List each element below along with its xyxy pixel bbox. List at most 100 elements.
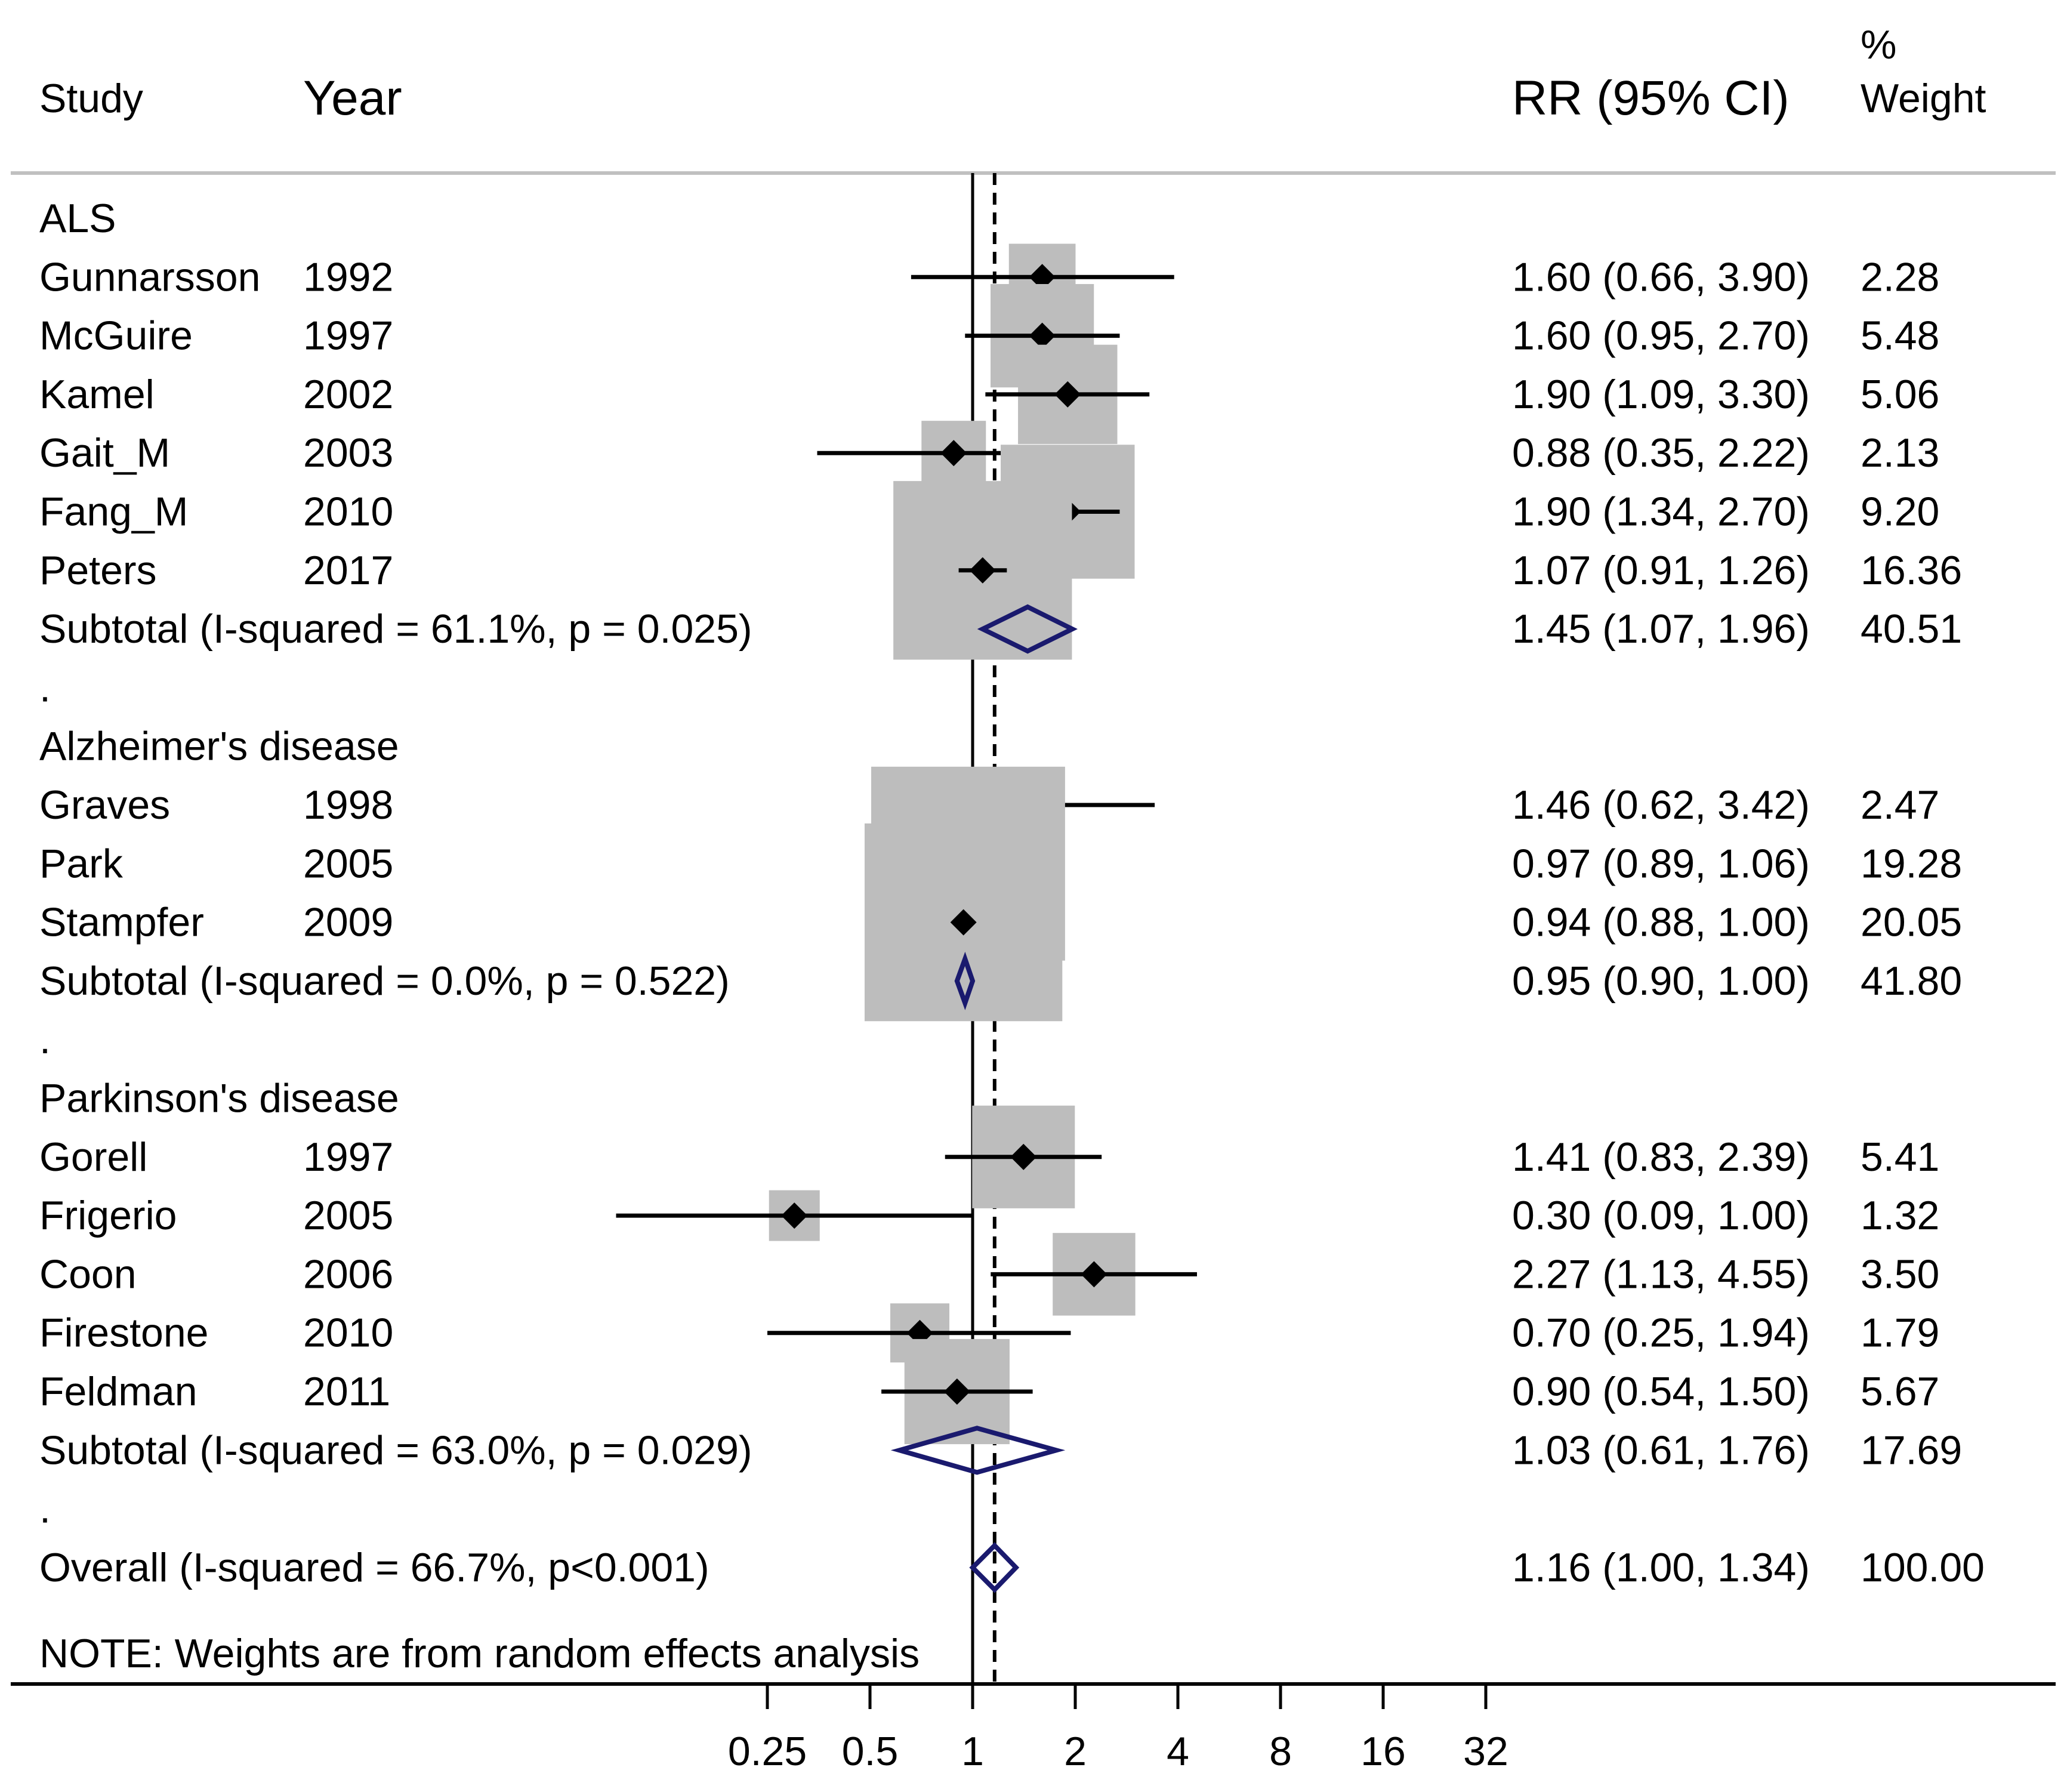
x-tick-label: 0.25 [728,1729,807,1774]
study-weight: 16.36 [1861,548,1962,593]
study-name: Kamel [39,372,155,417]
subtotal-weight: 17.69 [1861,1427,1962,1473]
study-rr-ci: 1.41 (0.83, 2.39) [1512,1134,1810,1180]
study-name: Coon [39,1251,137,1297]
study-rr-ci: 1.07 (0.91, 1.26) [1512,548,1810,593]
subtotal-diamond [890,1426,1066,1475]
row-group: Alzheimer's disease [39,724,399,769]
study-year: 2003 [303,430,393,476]
point-estimate-marker [950,909,977,936]
spacer-dot: . [39,1486,51,1532]
x-tick-label: 4 [1167,1729,1189,1774]
row-subtotal: Subtotal (I-squared = 63.0%, p = 0.029) 1… [39,1426,1962,1475]
study-weight: 1.32 [1861,1193,1939,1238]
overall-rr-ci: 1.16 (1.00, 1.34) [1512,1545,1810,1590]
study-rr-ci: 0.90 (0.54, 1.50) [1512,1369,1810,1414]
study-year: 1997 [303,1134,393,1180]
row-study: Gunnarsson 1992 1.60 (0.66, 3.90) 2.28 [39,243,1939,311]
subtotal-weight: 40.51 [1861,606,1962,652]
row-study: Feldman 2011 0.90 (0.54, 1.50) 5.67 [39,1338,1939,1445]
spacer-dot: . [39,665,51,710]
row-group: ALS [39,196,116,241]
row-study: Kamel 2002 1.90 (1.09, 3.30) 5.06 [39,344,1939,445]
study-name: Park [39,841,124,886]
study-year: 1992 [303,254,393,300]
x-tick-label: 2 [1064,1729,1087,1774]
footnote: NOTE: Weights are from random effects an… [39,1631,920,1676]
x-tick-label: 32 [1463,1729,1508,1774]
study-weight: 5.06 [1861,372,1939,417]
header-year: Year [303,71,402,125]
subtotal-weight: 41.80 [1861,958,1962,1004]
study-rr-ci: 0.30 (0.09, 1.00) [1512,1193,1810,1238]
subtotal-rr-ci: 0.95 (0.90, 1.00) [1512,958,1810,1004]
study-rr-ci: 1.90 (1.34, 2.70) [1512,489,1810,535]
study-weight: 2.28 [1861,254,1939,300]
study-weight: 3.50 [1861,1251,1939,1297]
row-group: Parkinson's disease [39,1076,399,1121]
study-weight: 5.41 [1861,1134,1939,1180]
point-estimate-marker [940,440,967,467]
row-subtotal: Subtotal (I-squared = 0.0%, p = 0.522) 0.… [39,951,1962,1010]
x-axis: 0.25 0.5 1 2 4 8 16 32 [11,1682,2056,1774]
group-label: ALS [39,196,116,241]
study-name: Gunnarsson [39,254,260,300]
study-name: Gorell [39,1134,147,1180]
point-estimate-marker [1029,322,1056,349]
subtotal-diamond [954,951,976,1010]
study-year: 1997 [303,313,393,359]
forest-rows: ALS Gunnarsson 1992 1.60 (0.66, 3.90) 2.28 Mc… [39,196,1985,1593]
point-estimate-marker [1029,264,1056,291]
study-name: Feldman [39,1369,198,1414]
study-name: Graves [39,782,170,828]
row-study: Stampfer 2009 0.94 (0.88, 1.00) 20.05 [39,823,1962,1022]
header-rr: RR (95% CI) [1512,71,1790,125]
header-weight: Weight [1861,76,1986,121]
study-weight: 20.05 [1861,900,1962,945]
study-rr-ci: 1.60 (0.66, 3.90) [1512,254,1810,300]
study-year: 2009 [303,900,393,945]
study-rr-ci: 1.46 (0.62, 3.42) [1512,782,1810,828]
study-rr-ci: 0.88 (0.35, 2.22) [1512,430,1810,476]
row-overall: Overall (I-squared = 66.7%, p<0.001) 1.16… [39,1542,1985,1593]
point-estimate-marker [969,557,996,584]
study-year: 2006 [303,1251,393,1297]
study-weight: 1.79 [1861,1310,1939,1356]
overall-weight: 100.00 [1861,1545,1985,1590]
row-spacer: . [39,1486,51,1532]
study-weight: 5.67 [1861,1369,1939,1414]
subtotal-rr-ci: 1.45 (1.07, 1.96) [1512,606,1810,652]
row-study: Firestone 2010 0.70 (0.25, 1.94) 1.79 [39,1303,1939,1363]
row-study: Gait_M 2003 0.88 (0.35, 2.22) 2.13 [39,421,1939,486]
study-year: 2002 [303,372,393,417]
study-weight: 5.48 [1861,313,1939,359]
row-spacer: . [39,665,51,710]
overall-diamond [969,1542,1020,1593]
spacer-dot: . [39,1017,51,1062]
point-estimate-marker [1054,381,1081,408]
study-name: Fang_M [39,489,188,535]
header-study: Study [39,76,143,121]
study-weight: 19.28 [1861,841,1962,886]
row-study: Frigerio 2005 0.30 (0.09, 1.00) 1.32 [39,1190,1939,1241]
study-year: 2005 [303,1193,393,1238]
study-name: Firestone [39,1310,208,1356]
subtotal-diamond [977,604,1078,654]
overall-label: Overall (I-squared = 66.7%, p<0.001) [39,1545,709,1590]
row-spacer: . [39,1017,51,1062]
study-year: 2005 [303,841,393,886]
x-tick-label: 0.5 [842,1729,899,1774]
study-year: 2017 [303,548,393,593]
row-subtotal: Subtotal (I-squared = 61.1%, p = 0.025) 1… [39,604,1962,654]
point-estimate-marker [1081,1261,1107,1288]
subtotal-rr-ci: 1.03 (0.61, 1.76) [1512,1427,1810,1473]
subtotal-label: Subtotal (I-squared = 61.1%, p = 0.025) [39,606,752,652]
point-estimate-marker [943,1378,970,1405]
subtotal-label: Subtotal (I-squared = 63.0%, p = 0.029) [39,1427,752,1473]
point-estimate-marker [781,1202,808,1229]
group-label: Parkinson's disease [39,1076,399,1121]
study-name: McGuire [39,313,193,359]
row-study: Gorell 1997 1.41 (0.83, 2.39) 5.41 [39,1105,1939,1208]
row-study: Coon 2006 2.27 (1.13, 4.55) 3.50 [39,1233,1939,1316]
study-name: Frigerio [39,1193,177,1238]
